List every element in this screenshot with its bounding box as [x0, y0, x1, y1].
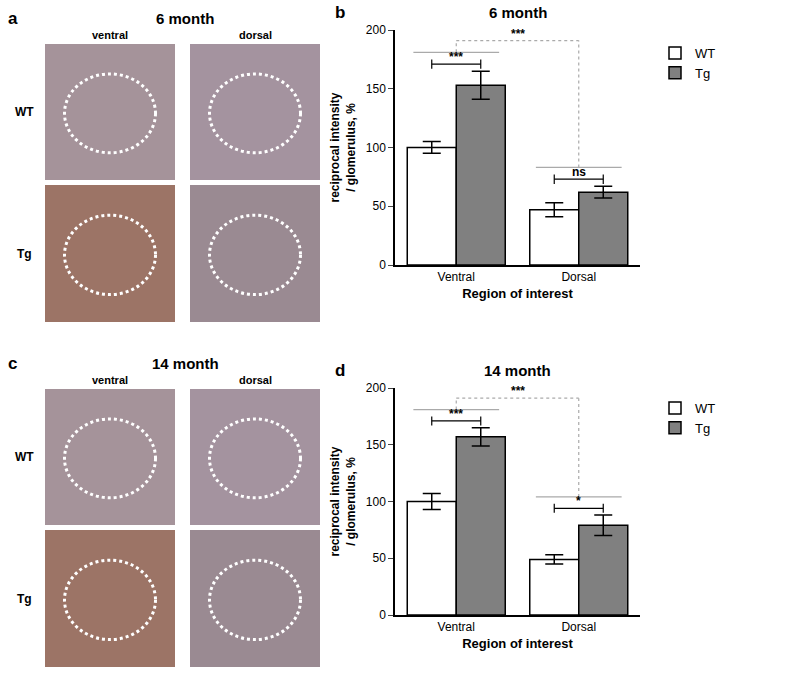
- svg-text:b: b: [335, 3, 345, 22]
- svg-text:Tg: Tg: [695, 66, 710, 81]
- svg-text:***: ***: [449, 407, 463, 421]
- svg-text:14 month: 14 month: [152, 355, 219, 372]
- svg-text:100: 100: [366, 495, 386, 509]
- svg-text:Region of interest: Region of interest: [462, 636, 573, 651]
- svg-text:ventral: ventral: [92, 29, 128, 41]
- svg-text:Ventral: Ventral: [438, 620, 475, 634]
- svg-text:***: ***: [511, 27, 525, 41]
- svg-text:100: 100: [366, 141, 386, 155]
- svg-text:dorsal: dorsal: [239, 29, 272, 41]
- svg-text:WT: WT: [695, 46, 715, 61]
- svg-text:Tg: Tg: [17, 592, 32, 606]
- svg-text:Dorsal: Dorsal: [561, 620, 596, 634]
- svg-text:***: ***: [511, 384, 525, 398]
- svg-text:50: 50: [372, 551, 386, 565]
- svg-text:***: ***: [449, 50, 463, 64]
- svg-text:200: 200: [366, 381, 386, 395]
- svg-text:14 month: 14 month: [484, 362, 551, 379]
- svg-text:0: 0: [379, 258, 386, 272]
- svg-text:6 month: 6 month: [156, 10, 214, 27]
- svg-text:reciprocal intensity/ glomerul: reciprocal intensity/ glomerulus, %: [328, 446, 358, 556]
- svg-text:150: 150: [366, 438, 386, 452]
- svg-text:c: c: [8, 354, 17, 373]
- svg-text:reciprocal intensity/ glomerul: reciprocal intensity/ glomerulus, %: [328, 92, 358, 202]
- svg-text:*: *: [576, 494, 581, 508]
- svg-text:Tg: Tg: [17, 247, 32, 261]
- svg-text:WT: WT: [15, 450, 34, 464]
- svg-text:200: 200: [366, 23, 386, 37]
- svg-text:0: 0: [379, 608, 386, 622]
- svg-text:Region of interest: Region of interest: [462, 286, 573, 301]
- svg-text:Dorsal: Dorsal: [561, 270, 596, 284]
- svg-text:ventral: ventral: [92, 374, 128, 386]
- svg-text:d: d: [335, 361, 345, 380]
- svg-text:ns: ns: [572, 165, 586, 179]
- svg-text:6 month: 6 month: [489, 4, 547, 21]
- svg-text:dorsal: dorsal: [239, 374, 272, 386]
- svg-text:a: a: [8, 9, 18, 28]
- svg-text:50: 50: [372, 199, 386, 213]
- svg-text:150: 150: [366, 82, 386, 96]
- svg-text:WT: WT: [695, 401, 715, 416]
- svg-text:Ventral: Ventral: [438, 270, 475, 284]
- svg-text:Tg: Tg: [695, 421, 710, 436]
- svg-text:WT: WT: [15, 105, 34, 119]
